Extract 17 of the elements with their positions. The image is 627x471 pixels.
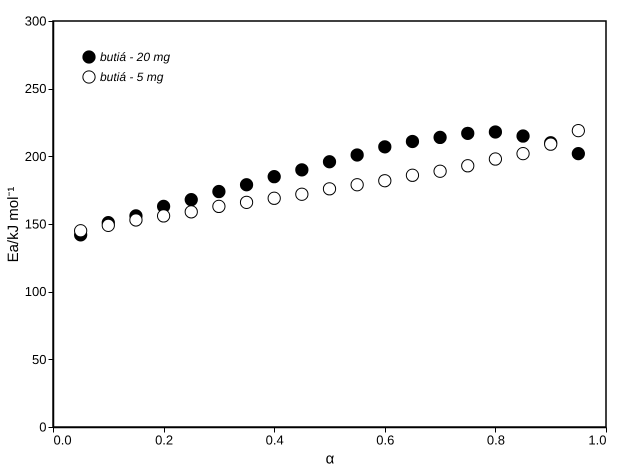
y-tick-label: 300 [24,14,46,28]
legend-label: butiá - 20 mg [100,50,170,64]
y-tick-label: 200 [24,148,46,164]
x-axis-title: α [326,450,335,468]
x-tick-label: 0.6 [376,432,394,448]
y-tick-label: 100 [24,284,46,300]
legend-label: butiá - 5 mg [100,70,164,84]
x-tick-label: 0.2 [155,432,174,448]
x-tick-label: 0.8 [486,432,505,448]
y-tick-label: 0 [39,420,46,434]
x-tick-label: 0.4 [266,432,284,448]
y-axis-title: Ea/kJ mol⁻¹ [4,186,22,262]
y-tick-label: 150 [24,216,46,232]
y-tick-label: 250 [24,81,46,96]
y-tick-label: 50 [32,352,46,367]
x-tick-label: 0.0 [54,432,72,448]
x-tick-label: 1.0 [588,432,606,448]
